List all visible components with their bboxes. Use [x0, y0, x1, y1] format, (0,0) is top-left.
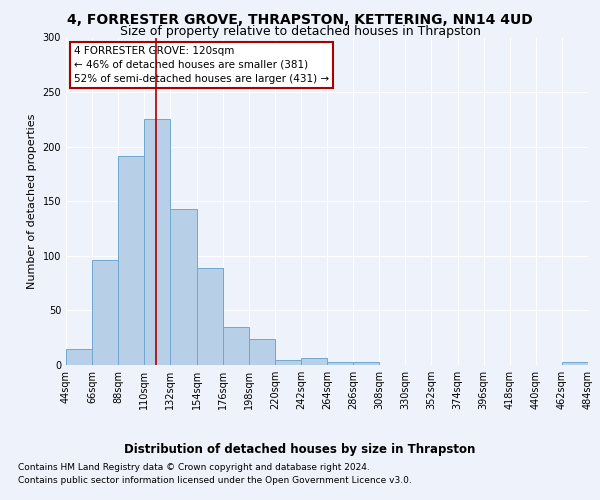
Bar — [92, 260, 118, 365]
Text: 4, FORRESTER GROVE, THRAPSTON, KETTERING, NN14 4UD: 4, FORRESTER GROVE, THRAPSTON, KETTERING… — [67, 12, 533, 26]
Bar — [66, 348, 92, 365]
Bar — [223, 327, 249, 365]
Text: Contains public sector information licensed under the Open Government Licence v3: Contains public sector information licen… — [18, 476, 412, 485]
Y-axis label: Number of detached properties: Number of detached properties — [27, 114, 37, 289]
Text: Contains HM Land Registry data © Crown copyright and database right 2024.: Contains HM Land Registry data © Crown c… — [18, 464, 370, 472]
Bar — [249, 339, 275, 365]
Text: Distribution of detached houses by size in Thrapston: Distribution of detached houses by size … — [124, 442, 476, 456]
Bar — [301, 358, 327, 365]
Bar — [145, 120, 170, 365]
Bar — [562, 362, 588, 365]
Text: Size of property relative to detached houses in Thrapston: Size of property relative to detached ho… — [119, 25, 481, 38]
Bar — [275, 360, 301, 365]
Text: 4 FORRESTER GROVE: 120sqm
← 46% of detached houses are smaller (381)
52% of semi: 4 FORRESTER GROVE: 120sqm ← 46% of detac… — [74, 46, 329, 84]
Bar — [327, 362, 353, 365]
Bar — [197, 268, 223, 365]
Bar — [118, 156, 144, 365]
Bar — [170, 209, 197, 365]
Bar — [353, 362, 379, 365]
